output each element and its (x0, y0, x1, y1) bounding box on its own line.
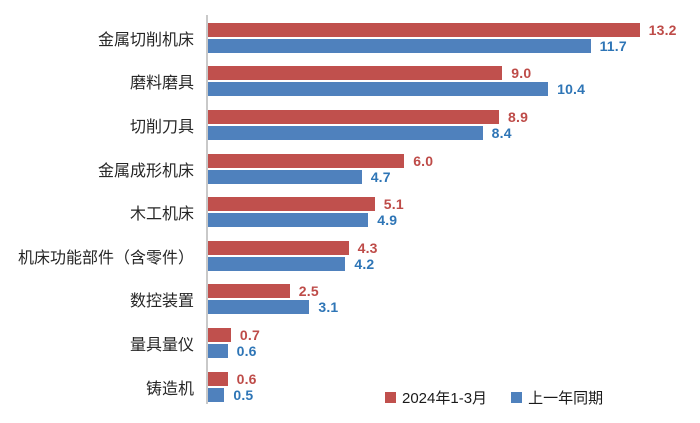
bar-previous-period (208, 82, 549, 97)
value-label-current-period: 13.2 (648, 21, 677, 38)
plot-area: 金属切削机床 13.2 11.7 磨料磨具 9.0 10.4 切削刀具 8.9 8.4 金属成形机… (0, 16, 700, 408)
bar-group: 机床功能部件（含零件） 4.3 4.2 (0, 234, 700, 278)
category-label: 机床功能部件（含零件） (17, 249, 194, 267)
bar-current-period (208, 109, 500, 124)
category-label: 数控装置 (129, 293, 194, 311)
bar-row-previous-period: 3.1 (208, 299, 339, 316)
bar-group: 金属切削机床 13.2 11.7 (0, 16, 700, 60)
bar-group: 数控装置 2.5 3.1 (0, 278, 700, 322)
bar-current-period (208, 66, 503, 81)
value-label-previous-period: 3.1 (318, 299, 339, 316)
bar-row-current-period: 8.9 (208, 108, 529, 125)
bar-group: 金属成形机床 6.0 4.7 (0, 147, 700, 191)
legend-swatch-red (385, 392, 396, 403)
bar-row-current-period: 13.2 (208, 21, 677, 38)
value-label-previous-period: 10.4 (557, 81, 586, 98)
bar-row-previous-period: 4.2 (208, 255, 378, 272)
value-label-previous-period: 4.9 (377, 212, 398, 229)
bar-pair: 6.0 4.7 (208, 152, 434, 185)
value-label-current-period: 9.0 (511, 65, 532, 82)
bar-group: 铸造机 0.6 0.5 (0, 365, 700, 409)
bar-pair: 2.5 3.1 (208, 283, 339, 316)
category-label: 铸造机 (145, 380, 194, 398)
bar-pair: 0.7 0.6 (208, 326, 260, 359)
bar-previous-period (208, 213, 369, 228)
bar-row-current-period: 0.6 (208, 370, 257, 387)
bar-current-period (208, 197, 375, 212)
legend-label-current-period: 2024年1-3月 (402, 390, 488, 407)
bar-previous-period (208, 387, 225, 402)
bar-row-previous-period: 4.7 (208, 168, 433, 185)
value-label-current-period: 2.5 (298, 283, 319, 300)
bar-row-previous-period: 0.5 (208, 386, 257, 403)
bar-current-period (208, 371, 228, 386)
bar-current-period (208, 284, 290, 299)
bar-group: 磨料磨具 9.0 10.4 (0, 60, 700, 104)
bar-group: 切削刀具 8.9 8.4 (0, 103, 700, 147)
value-label-previous-period: 8.4 (491, 124, 512, 141)
bar-row-current-period: 0.7 (208, 326, 260, 343)
bar-current-period (208, 22, 640, 37)
value-label-current-period: 4.3 (357, 239, 378, 256)
bar-pair: 13.2 11.7 (208, 21, 677, 54)
legend-item-current-period: 2024年1-3月 (385, 387, 487, 408)
bar-pair: 8.9 8.4 (208, 108, 529, 141)
bar-row-current-period: 4.3 (208, 239, 378, 256)
category-label: 金属成形机床 (97, 162, 194, 180)
legend-swatch-blue (511, 392, 523, 403)
bar-row-previous-period: 11.7 (208, 37, 677, 54)
bar-pair: 9.0 10.4 (208, 65, 586, 98)
bar-previous-period (208, 125, 483, 140)
value-label-previous-period: 4.2 (354, 255, 375, 272)
y-axis-line (206, 15, 208, 404)
bar-previous-period (208, 343, 228, 358)
bar-row-current-period: 6.0 (208, 152, 434, 169)
bar-previous-period (208, 256, 346, 271)
value-label-current-period: 0.7 (239, 326, 260, 343)
value-label-current-period: 0.6 (236, 370, 257, 387)
value-label-current-period: 6.0 (413, 152, 434, 169)
value-label-current-period: 8.9 (508, 108, 529, 125)
category-label: 木工机床 (129, 206, 194, 224)
value-label-previous-period: 0.6 (236, 342, 257, 359)
bar-pair: 4.3 4.2 (208, 239, 378, 272)
bar-row-previous-period: 4.9 (208, 212, 404, 229)
bar-row-current-period: 9.0 (208, 65, 585, 82)
bar-previous-period (208, 300, 310, 315)
category-label: 金属切削机床 (97, 31, 194, 49)
bar-current-period (208, 153, 405, 168)
legend: 2024年1-3月 上一年同期 (385, 387, 603, 408)
bar-row-current-period: 5.1 (208, 196, 404, 213)
category-label: 量具量仪 (129, 336, 194, 354)
bar-previous-period (208, 38, 591, 53)
value-label-previous-period: 4.7 (370, 168, 391, 185)
bar-row-previous-period: 10.4 (208, 81, 586, 98)
legend-item-previous-period: 上一年同期 (511, 387, 603, 408)
bar-current-period (208, 240, 349, 255)
bar-pair: 5.1 4.9 (208, 196, 404, 229)
bar-row-previous-period: 8.4 (208, 124, 528, 141)
bar-group: 量具量仪 0.7 0.6 (0, 321, 700, 365)
bar-row-current-period: 2.5 (208, 283, 338, 300)
value-label-current-period: 5.1 (383, 196, 404, 213)
bar-previous-period (208, 169, 362, 184)
legend-label-previous-period: 上一年同期 (528, 390, 604, 407)
bar-group: 木工机床 5.1 4.9 (0, 190, 700, 234)
value-label-previous-period: 11.7 (599, 37, 627, 54)
value-label-previous-period: 0.5 (233, 386, 254, 403)
category-label: 磨料磨具 (129, 75, 194, 93)
bar-row-previous-period: 0.6 (208, 342, 260, 359)
category-label: 切削刀具 (129, 118, 194, 136)
bar-pair: 0.6 0.5 (208, 370, 257, 403)
bar-current-period (208, 327, 231, 342)
